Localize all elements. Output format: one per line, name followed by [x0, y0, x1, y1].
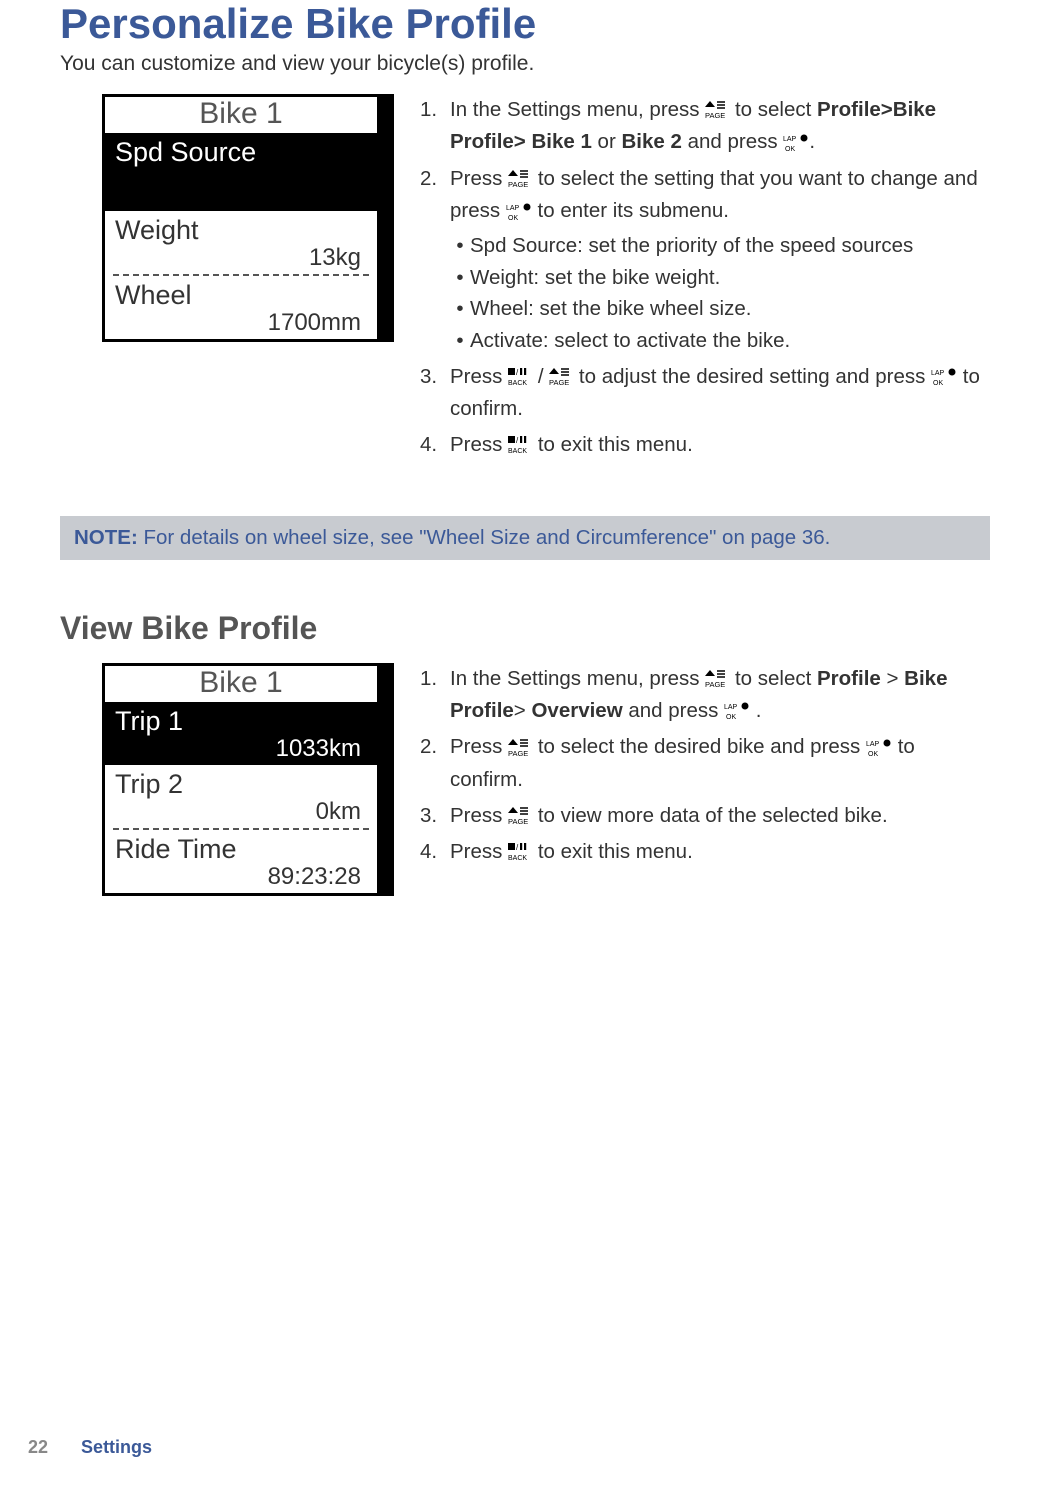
note-label: NOTE:	[74, 526, 138, 549]
device-row-label: Wheel	[115, 280, 367, 311]
device1-title: Bike 1	[105, 97, 377, 133]
device-row-label: Spd Source	[115, 137, 367, 168]
page-button-icon	[549, 361, 573, 393]
personalize-section: Bike 1 Spd SourceWeight13kgWheel1700mm 1…	[60, 94, 990, 466]
view-profile-heading: View Bike Profile	[60, 610, 990, 647]
lap-ok-button-icon	[783, 126, 809, 158]
device-screenshot-1: Bike 1 Spd SourceWeight13kgWheel1700mm	[102, 94, 394, 342]
back-button-icon	[508, 836, 532, 868]
note-callout: NOTE: For details on wheel size, see "Wh…	[60, 516, 990, 560]
bullet-item: Spd Source: set the priority of the spee…	[450, 230, 990, 262]
intro-text: You can customize and view your bicycle(…	[60, 52, 990, 76]
device-row-value: 13kg	[115, 244, 367, 272]
lap-ok-button-icon	[724, 695, 750, 727]
device-row: Wheel1700mm	[105, 276, 377, 339]
back-button-icon	[508, 429, 532, 461]
device-screenshot-2: Bike 1 Trip 11033kmTrip 20kmRide Time89:…	[102, 663, 394, 896]
lap-ok-button-icon	[866, 731, 892, 763]
bullet-item: Activate: select to activate the bike.	[450, 325, 990, 357]
device-row: Ride Time89:23:28	[105, 830, 377, 893]
footer-section: Settings	[81, 1437, 152, 1457]
bullet-item: Weight: set the bike weight.	[450, 262, 990, 294]
device2-title: Bike 1	[105, 666, 377, 702]
note-text: For details on wheel size, see "Wheel Si…	[138, 526, 831, 549]
device-row: Spd Source	[105, 133, 377, 211]
device-row-value: 0km	[115, 798, 367, 826]
bullet-item: Wheel: set the bike wheel size.	[450, 293, 990, 325]
page-button-icon	[508, 731, 532, 763]
page-button-icon	[705, 662, 729, 694]
back-button-icon	[508, 361, 532, 393]
page-button-icon	[705, 94, 729, 126]
steps-list-2: 1. In the Settings menu, press to select…	[420, 663, 990, 873]
device-row-label: Trip 1	[115, 706, 367, 737]
page-button-icon	[508, 799, 532, 831]
page-number: 22	[28, 1437, 48, 1457]
page-footer: 22 Settings	[28, 1437, 152, 1458]
page-button-icon	[508, 163, 532, 195]
device-row-value: 1033km	[115, 735, 367, 763]
steps-list-1: 1. In the Settings menu, press to select…	[420, 94, 990, 466]
device-row: Trip 11033km	[105, 702, 377, 765]
page-title: Personalize Bike Profile	[60, 0, 990, 48]
lap-ok-button-icon	[506, 195, 532, 227]
device-row-value: 1700mm	[115, 309, 367, 337]
device-row-label: Ride Time	[115, 834, 367, 865]
device-row: Weight13kg	[105, 211, 377, 274]
lap-ok-button-icon	[931, 361, 957, 393]
device-row-value: 89:23:28	[115, 863, 367, 891]
device-row-label: Trip 2	[115, 769, 367, 800]
device-row-label: Weight	[115, 215, 367, 246]
view-section: Bike 1 Trip 11033kmTrip 20kmRide Time89:…	[60, 663, 990, 896]
device-row: Trip 20km	[105, 765, 377, 828]
